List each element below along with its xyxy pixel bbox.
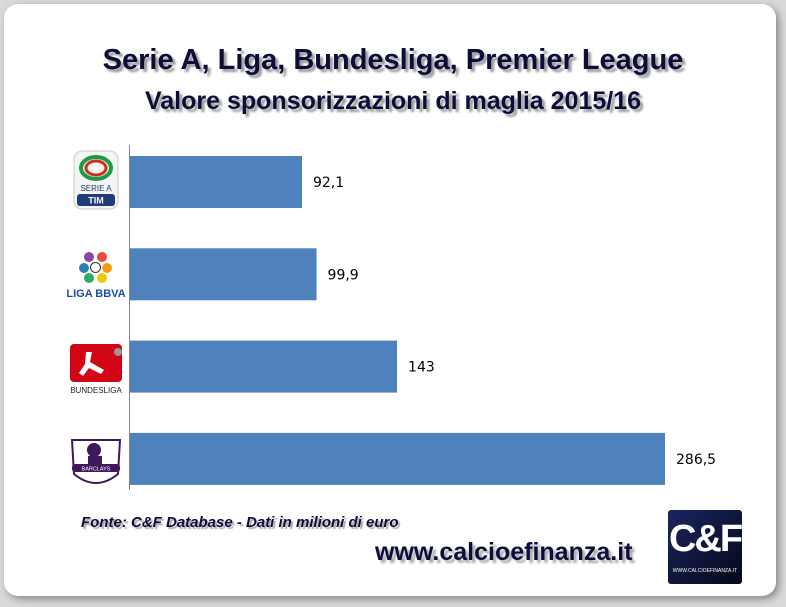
- website-link[interactable]: www.calcioefinanza.it: [375, 538, 633, 566]
- svg-text:TIM: TIM: [88, 196, 104, 206]
- data-label: 286,5: [676, 452, 716, 468]
- serie-a-tim-logo: SERIE A TIM: [73, 150, 119, 210]
- liga-bbva-logo: LIGA BBVA: [66, 252, 126, 300]
- data-label: 92,1: [313, 175, 344, 191]
- bar-liga: [130, 248, 317, 301]
- svg-text:LIGA BBVA: LIGA BBVA: [66, 288, 125, 300]
- chart-title: Serie A, Liga, Bundesliga, Premier Leagu…: [102, 44, 684, 76]
- bar-serie-a: [130, 156, 302, 208]
- bar-premier-league: [130, 432, 665, 485]
- data-label: 143: [408, 360, 435, 376]
- premier-league-logo: BARCLAYS: [70, 439, 122, 484]
- source-note: Fonte: C&F Database - Dati in milioni di…: [81, 514, 399, 531]
- bar-bundesliga: [130, 340, 398, 393]
- brand-logo-caption: WWW.CALCIOEFINANZA.IT: [672, 568, 738, 574]
- brand-logo-text: C&F: [668, 518, 743, 560]
- chart-subtitle: Valore sponsorizzazioni di maglia 2015/1…: [144, 87, 642, 115]
- svg-text:BUNDESLIGA: BUNDESLIGA: [70, 386, 122, 395]
- svg-text:SERIE A: SERIE A: [80, 184, 112, 193]
- bundesliga-logo: BUNDESLIGA: [70, 344, 122, 395]
- calcioefinanza-logo: C&F WWW.CALCIOEFINANZA.IT: [668, 510, 743, 584]
- y-axis-line: [129, 145, 130, 490]
- data-label: 99,9: [328, 267, 359, 283]
- svg-text:BARCLAYS: BARCLAYS: [82, 467, 111, 473]
